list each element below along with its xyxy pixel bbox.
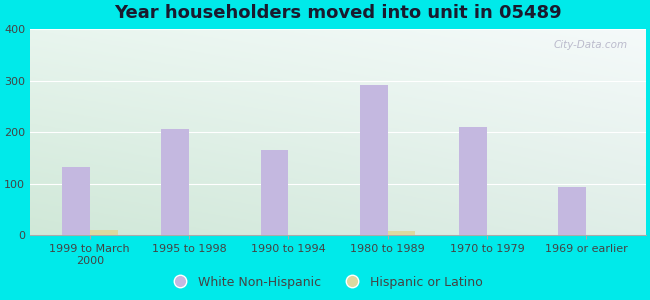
Bar — [360, 85, 387, 235]
Title: Year householders moved into unit in 05489: Year householders moved into unit in 054… — [114, 4, 562, 22]
Bar — [459, 127, 487, 235]
Bar — [261, 150, 289, 235]
Bar — [161, 129, 189, 235]
Legend: White Non-Hispanic, Hispanic or Latino: White Non-Hispanic, Hispanic or Latino — [162, 271, 488, 294]
Bar — [62, 167, 90, 235]
Bar — [558, 187, 586, 235]
Bar — [90, 230, 118, 235]
Text: City-Data.com: City-Data.com — [553, 40, 627, 50]
Bar — [387, 231, 415, 235]
